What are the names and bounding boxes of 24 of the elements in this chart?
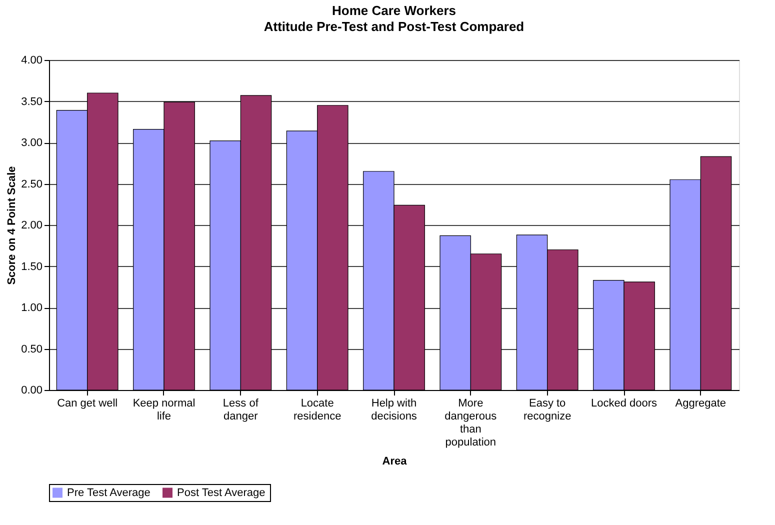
x-tick-label: Keep normal life	[132, 398, 196, 422]
y-tick-label: 2.00	[21, 220, 42, 232]
y-tick-label: 3.00	[21, 137, 42, 149]
y-tick-label: 3.50	[21, 96, 42, 108]
x-tick-label: Aggregate	[675, 398, 726, 410]
y-tick-label: 4.00	[21, 54, 42, 66]
y-tick-label: 1.00	[21, 302, 42, 314]
x-tick-label: Less of danger	[222, 398, 260, 422]
x-tick-label: More dangerous than population	[444, 398, 498, 448]
y-tick-label: 2.50	[21, 178, 42, 190]
y-axis-title: Score on 4 Point Scale	[6, 166, 18, 285]
y-tick-label: 0.50	[21, 343, 42, 356]
legend-label: Post Test Average	[177, 486, 266, 499]
x-tick-label: Can get well	[57, 398, 118, 410]
x-axis-title: Area	[382, 456, 408, 468]
x-tick-label: Easy to recognize	[523, 398, 572, 422]
x-tick-label: Help with decisions	[371, 398, 418, 422]
x-tick-label: Locate residence	[293, 398, 342, 422]
chart-title: Home Care Workers	[332, 3, 456, 18]
y-tick-label: 0.00	[21, 384, 42, 396]
chart-subtitle: Attitude Pre-Test and Post-Test Compared	[264, 19, 524, 34]
x-tick-label: Locked doors	[590, 398, 658, 410]
legend-label: Pre Test Average	[67, 486, 150, 499]
y-tick-label: 1.50	[21, 260, 42, 273]
